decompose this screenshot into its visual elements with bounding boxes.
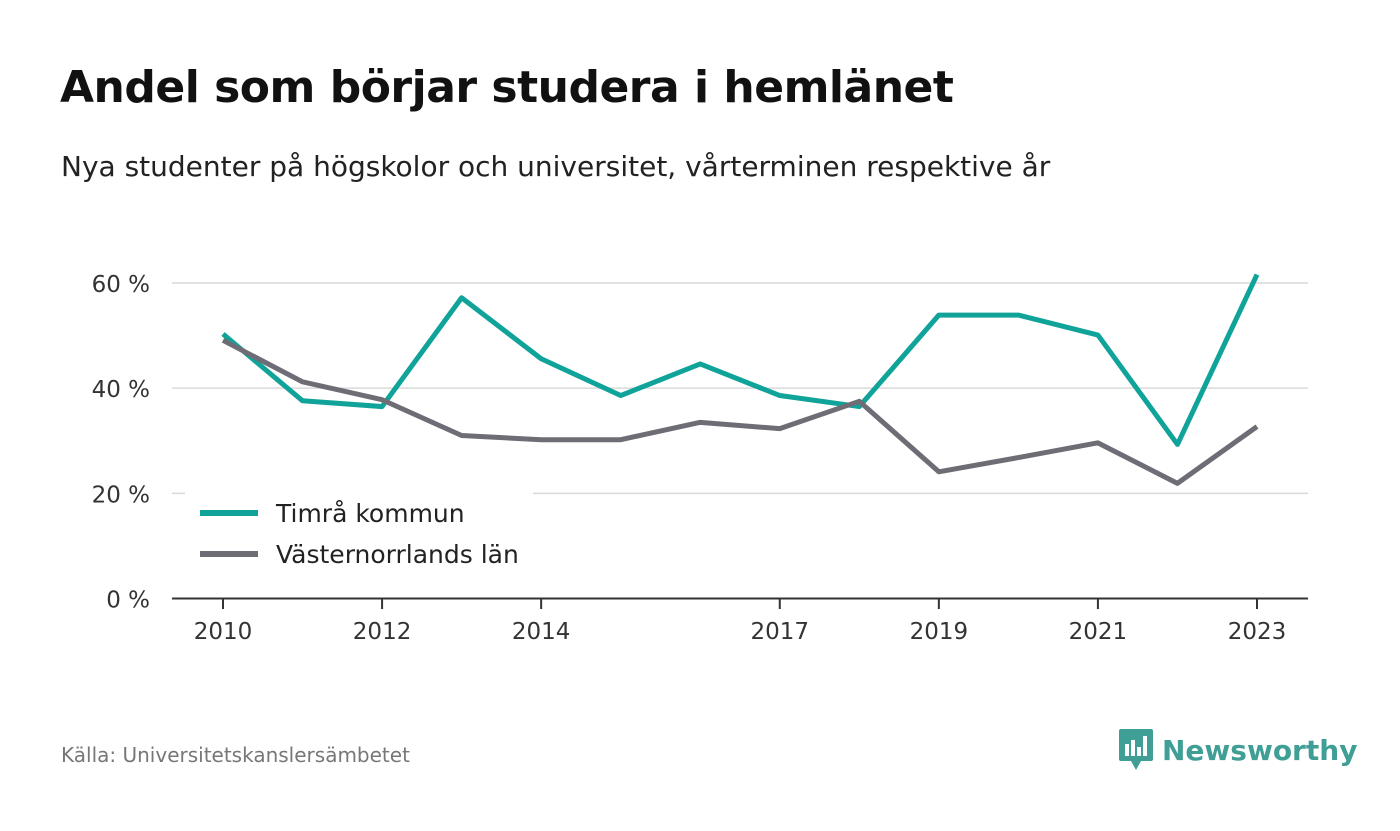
y-tick-label: 40 %	[92, 377, 150, 403]
brand-logo: Newsworthy	[1118, 728, 1357, 772]
newsworthy-logo-icon	[1119, 729, 1153, 770]
x-tick-label: 2017	[750, 619, 809, 645]
x-tick-label: 2014	[512, 619, 571, 645]
chart-subtitle: Nya studenter på högskolor och universit…	[61, 150, 1051, 183]
series-line-2	[221, 338, 1259, 486]
y-tick-label: 60 %	[92, 272, 150, 298]
legend-label: Västernorrlands län	[276, 540, 519, 569]
x-tick-label: 2012	[353, 619, 412, 645]
line-chart: 0 % 20 % 40 % 60 % Timrå kommun Västernorrlan…	[92, 272, 1308, 645]
legend-label: Timrå kommun	[275, 499, 465, 528]
y-tick-label: 20 %	[92, 482, 150, 508]
legend-box	[185, 492, 533, 578]
x-tick-label: 2019	[910, 619, 969, 645]
x-tick-label: 2010	[194, 619, 253, 645]
series-line-1	[221, 273, 1260, 447]
source-note: Källa: Universitetskanslersämbetet	[61, 743, 410, 767]
chart-title: Andel som börjar studera i hemlänet	[60, 62, 954, 113]
x-tick-label: 2021	[1069, 619, 1128, 645]
x-tick-label: 2023	[1228, 619, 1287, 645]
y-tick-label: 0 %	[106, 588, 150, 614]
brand-name: Newsworthy	[1162, 733, 1358, 767]
